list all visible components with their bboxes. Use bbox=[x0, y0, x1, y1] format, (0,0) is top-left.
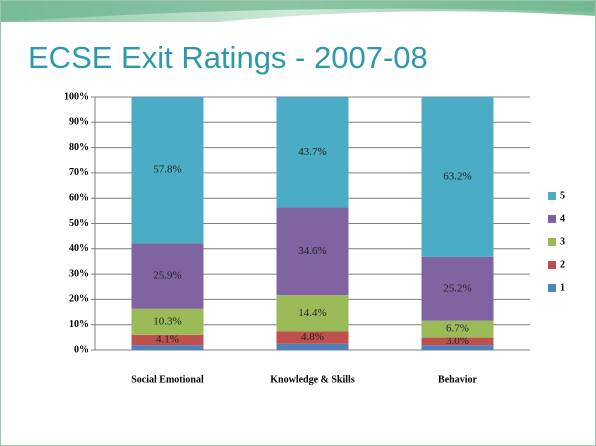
legend-label: 1 bbox=[560, 282, 565, 293]
bar-segment bbox=[131, 345, 204, 350]
x-tick-label: Social Emotional bbox=[131, 374, 204, 385]
x-tick-label: Knowledge & Skills bbox=[270, 374, 355, 385]
y-tick-label: 70% bbox=[69, 167, 89, 178]
y-tick-label: 10% bbox=[69, 319, 89, 330]
data-label: 4.1% bbox=[156, 334, 179, 346]
data-label: 34.6% bbox=[298, 245, 326, 257]
bar-segment bbox=[276, 207, 349, 296]
y-tick-label: 60% bbox=[69, 192, 89, 203]
y-tick-label: 40% bbox=[69, 243, 89, 254]
bar-segment bbox=[421, 97, 494, 257]
bar-segment bbox=[276, 295, 349, 332]
bar-segment bbox=[276, 97, 349, 208]
legend-swatch bbox=[548, 261, 556, 269]
y-tick-label: 90% bbox=[69, 117, 89, 128]
bar-segment bbox=[276, 331, 349, 344]
y-tick-label: 30% bbox=[69, 268, 89, 279]
legend-label: 5 bbox=[560, 190, 565, 201]
data-label: 57.8% bbox=[153, 164, 181, 176]
bar-segment bbox=[131, 97, 204, 244]
legend-label: 4 bbox=[560, 213, 565, 224]
legend-label: 2 bbox=[560, 259, 565, 270]
y-tick-label: 20% bbox=[69, 294, 89, 305]
bar-segment bbox=[131, 334, 204, 346]
legend-label: 3 bbox=[560, 236, 565, 247]
legend-swatch bbox=[548, 284, 556, 292]
y-tick-label: 0% bbox=[74, 344, 89, 355]
bar-segment bbox=[276, 343, 349, 350]
data-label: 63.2% bbox=[443, 170, 471, 182]
data-label: 14.4% bbox=[298, 307, 326, 319]
header-swoosh bbox=[0, 0, 596, 22]
y-tick-label: 50% bbox=[69, 218, 89, 229]
y-tick-label: 80% bbox=[69, 142, 89, 153]
slide-title: ECSE Exit Ratings - 2007-08 bbox=[28, 40, 428, 75]
bar-segment bbox=[421, 337, 494, 346]
legend-swatch bbox=[548, 238, 556, 246]
data-label: 10.3% bbox=[153, 315, 181, 327]
data-label: 25.9% bbox=[153, 270, 181, 282]
bar-segment bbox=[421, 345, 494, 350]
header-swoosh-light bbox=[220, 11, 596, 22]
data-label: 6.7% bbox=[446, 323, 469, 335]
data-label: 25.2% bbox=[443, 282, 471, 294]
x-tick-label: Behavior bbox=[438, 374, 477, 385]
bar-segment bbox=[131, 308, 204, 335]
legend-swatch bbox=[548, 192, 556, 200]
bar-segment bbox=[421, 256, 494, 321]
data-label: 4.8% bbox=[301, 331, 324, 343]
data-label: 3.0% bbox=[446, 335, 469, 347]
bar-segment bbox=[131, 243, 204, 309]
y-tick-label: 100% bbox=[64, 91, 89, 102]
legend-swatch bbox=[548, 215, 556, 223]
bar-segment bbox=[421, 320, 494, 338]
data-label: 43.7% bbox=[298, 146, 326, 158]
